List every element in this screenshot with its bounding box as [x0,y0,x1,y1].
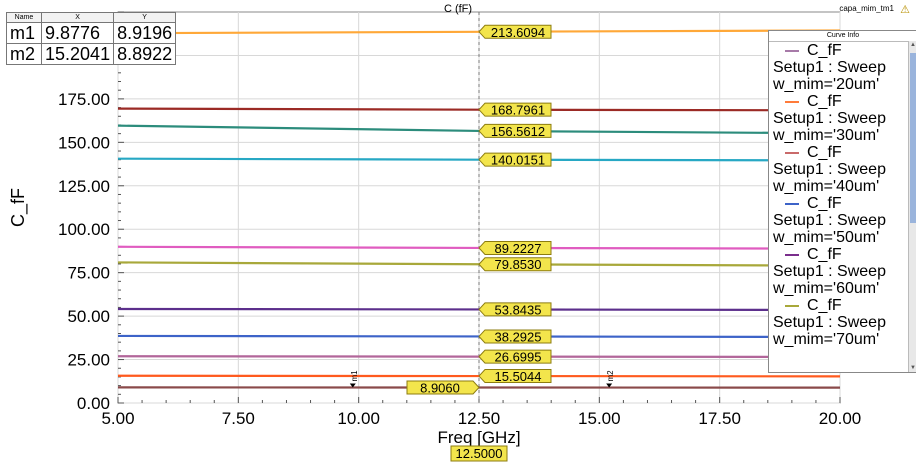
marker-table-header-y: Y [113,12,177,23]
cursor-value-label: 89.2227 [495,241,542,256]
marker-label: m1 [350,370,359,382]
cursor-value-box [478,123,552,138]
legend-swatch [785,253,799,256]
marker-y-value: 8.8922 [113,43,177,65]
cursor-value-box [478,152,552,167]
cursor-value-box [478,24,552,39]
marker-name: m2 [5,43,43,65]
cursor-value-box [478,302,552,317]
legend-setup: Setup1 : Sweep [773,161,886,178]
cursor-value-box [478,329,552,344]
marker-x-value: 15.2041 [41,43,115,65]
legend-series-name: C_fF [807,93,842,110]
y-tick-label: 0.00 [77,394,110,413]
legend-series-name: C_fF [807,297,842,314]
cursor-value-label: 8.9060 [420,381,460,396]
x-tick-label: 20.00 [819,409,862,428]
cursor-value-box [478,349,552,364]
marker-table-header-x: X [41,12,115,23]
legend-param: w_mim='20um' [773,76,880,93]
x-tick-label: 5.00 [101,409,134,428]
marker-label: m2 [606,370,615,382]
scrollbar-thumb[interactable] [910,53,916,223]
legend-entry[interactable]: C_fF Setup1 : Sweep w_mim='30um' [769,93,916,144]
x-tick-label: 7.50 [222,409,255,428]
x-axis-title: Freq [GHz] [437,428,520,447]
y-axis-title: C_fF [8,188,29,227]
chart-title: C (fF) [443,3,473,15]
marker-x-value: 9.8776 [41,22,115,44]
legend-entry[interactable]: C_fF Setup1 : Sweep w_mim='20um' [769,42,916,93]
legend-entry[interactable]: C_fF Setup1 : Sweep w_mim='60um' [769,246,916,297]
cursor-value-box [478,369,552,384]
cursor-value-label: 38.2925 [495,329,542,344]
x-tick-label: 17.50 [698,409,741,428]
x-tick-label: 15.00 [578,409,621,428]
cursor-value-label: 79.8530 [495,257,542,272]
warning-icon[interactable]: ⚠ [900,4,910,16]
legend-param: w_mim='70um' [773,331,880,348]
marker-row-m2[interactable]: m2 15.2041 8.8922 [5,43,177,65]
cursor-x-readout-box [450,445,508,462]
legend-series-name: C_fF [807,246,842,263]
legend-param: w_mim='50um' [773,229,880,246]
scroll-up-icon[interactable]: ▲ [910,42,916,48]
cursor-value-label: 15.5044 [495,369,542,384]
y-tick-label: 50.00 [67,307,110,326]
marker-row-m1[interactable]: m1 9.8776 8.9196 [5,22,177,44]
legend-param: w_mim='40um' [773,178,880,195]
legend-series-name: C_fF [807,42,842,59]
y-tick-label: 125.00 [58,177,110,196]
y-tick-label: 25.00 [67,351,110,370]
legend-entry[interactable]: C_fF Setup1 : Sweep w_mim='40um' [769,144,916,195]
y-tick-label: 100.00 [58,220,110,239]
cursor-value-box [478,257,552,272]
marker-triangle[interactable] [606,383,613,388]
project-label: capa_mim_tm1 [839,4,894,13]
legend-swatch [785,100,799,103]
legend-swatch [785,151,799,154]
legend-swatch [785,49,799,52]
cursor-value-box [478,240,552,255]
y-tick-label: 75.00 [67,264,110,283]
legend-series-name: C_fF [807,144,842,161]
cursor-value-box [478,102,552,117]
cursor-value-box [406,380,480,395]
cursor-value-label: 168.7961 [491,103,545,118]
legend-scrollbar[interactable]: ▲ ▼ [908,41,916,372]
legend-setup: Setup1 : Sweep [773,59,886,76]
y-tick-label: 150.00 [58,133,110,152]
legend-entries: C_fF Setup1 : Sweep w_mim='20um' C_fF Setup1… [769,42,916,348]
cursor-value-label: 213.6094 [491,25,545,40]
y-tick-label: 175.00 [58,90,110,109]
legend-setup: Setup1 : Sweep [773,263,886,280]
legend-setup: Setup1 : Sweep [773,110,886,127]
legend-param: w_mim='30um' [773,127,880,144]
legend-header: Curve Info [769,31,916,42]
legend-series-name: C_fF [807,195,842,212]
cursor-value-label: 140.0151 [491,153,545,168]
x-tick-label: 10.00 [337,409,380,428]
marker-name: m1 [5,22,43,44]
scroll-down-icon[interactable]: ▼ [910,365,916,371]
legend-setup: Setup1 : Sweep [773,212,886,229]
legend-swatch [785,304,799,307]
cursor-value-label: 53.8435 [495,302,542,317]
legend-entry[interactable]: C_fF Setup1 : Sweep w_mim='70um' [769,297,916,348]
legend-swatch [785,202,799,205]
cursor-value-label: 26.6995 [495,350,542,365]
legend-setup: Setup1 : Sweep [773,314,886,331]
marker-y-value: 8.9196 [113,22,177,44]
cursor-x-readout: 12.5000 [456,446,503,461]
marker-table[interactable]: Name X Y m1 9.8776 8.9196 m2 15.2041 8.8… [5,12,177,65]
legend-param: w_mim='60um' [773,280,880,297]
x-tick-label: 12.50 [458,409,501,428]
legend-entry[interactable]: C_fF Setup1 : Sweep w_mim='50um' [769,195,916,246]
curve-info-legend[interactable]: Curve Info C_fF Setup1 : Sweep w_mim='20um… [768,30,916,373]
marker-triangle[interactable] [349,383,356,388]
marker-table-header-name: Name [5,12,43,23]
cursor-value-label: 156.5612 [491,124,545,139]
